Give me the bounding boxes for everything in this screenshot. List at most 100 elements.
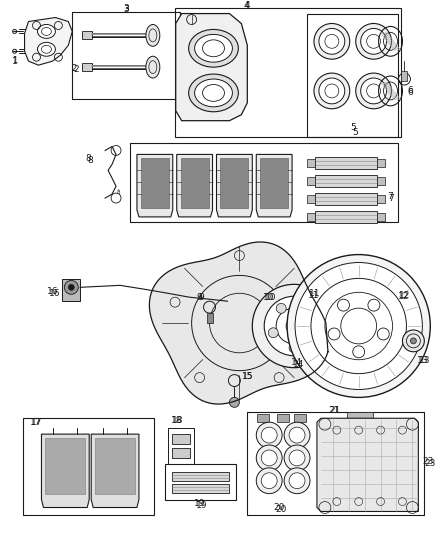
Bar [307, 13, 399, 136]
Circle shape [286, 318, 302, 334]
Circle shape [261, 450, 277, 466]
Ellipse shape [146, 25, 160, 46]
Text: 14: 14 [291, 358, 303, 367]
Circle shape [64, 280, 78, 294]
Text: 6: 6 [407, 88, 413, 98]
Text: 11: 11 [308, 291, 320, 300]
Circle shape [368, 299, 380, 311]
Text: 10: 10 [263, 293, 275, 302]
Circle shape [289, 427, 305, 443]
Circle shape [338, 299, 350, 311]
Circle shape [284, 445, 310, 471]
Ellipse shape [146, 56, 160, 78]
Text: 15: 15 [242, 372, 253, 381]
Circle shape [289, 343, 299, 353]
Bar [307, 195, 315, 203]
Bar [294, 414, 306, 422]
Circle shape [284, 422, 310, 448]
Circle shape [410, 338, 417, 344]
Circle shape [268, 328, 278, 338]
Bar [165, 464, 237, 499]
Ellipse shape [189, 74, 238, 112]
Ellipse shape [38, 42, 55, 56]
Text: 4: 4 [244, 1, 249, 10]
Bar [247, 413, 424, 515]
Bar [260, 158, 288, 208]
Bar [95, 438, 135, 494]
Text: 21: 21 [328, 406, 339, 415]
Ellipse shape [194, 79, 233, 107]
Bar [46, 438, 85, 494]
Text: 12: 12 [398, 292, 409, 301]
Text: 3: 3 [123, 4, 129, 13]
Ellipse shape [319, 78, 345, 104]
Polygon shape [216, 155, 252, 217]
Text: 21: 21 [329, 406, 340, 415]
Text: 13: 13 [419, 356, 430, 365]
Bar [315, 175, 377, 187]
Bar [207, 313, 212, 323]
Text: 15: 15 [242, 372, 253, 381]
Text: 20: 20 [273, 503, 285, 512]
Text: 1: 1 [12, 56, 18, 66]
Text: 17: 17 [30, 418, 41, 427]
Circle shape [289, 450, 305, 466]
Bar [62, 279, 80, 301]
Text: 9: 9 [197, 293, 202, 302]
Circle shape [264, 296, 324, 356]
Circle shape [256, 468, 282, 494]
Polygon shape [137, 155, 173, 217]
Ellipse shape [314, 23, 350, 59]
Bar [220, 158, 248, 208]
Polygon shape [149, 242, 328, 404]
Circle shape [256, 445, 282, 471]
Circle shape [261, 473, 277, 489]
Text: 23: 23 [424, 459, 436, 469]
Text: 1: 1 [12, 55, 17, 64]
Text: 4: 4 [244, 1, 250, 10]
Circle shape [287, 255, 430, 398]
Text: 12: 12 [399, 291, 410, 300]
Text: 20: 20 [276, 505, 287, 514]
Bar [377, 177, 385, 185]
Text: 10: 10 [265, 293, 277, 302]
Circle shape [256, 422, 282, 448]
Circle shape [230, 398, 239, 407]
Text: 5: 5 [352, 128, 357, 137]
Text: 3: 3 [123, 5, 129, 14]
Text: 19: 19 [196, 501, 207, 510]
Bar [307, 177, 315, 185]
Bar [130, 142, 399, 222]
Text: 6: 6 [407, 86, 413, 95]
Circle shape [261, 427, 277, 443]
Ellipse shape [356, 23, 392, 59]
Ellipse shape [314, 73, 350, 109]
Circle shape [295, 263, 422, 390]
Ellipse shape [360, 28, 387, 54]
Bar [172, 434, 190, 444]
Bar [72, 12, 180, 99]
Text: 7: 7 [389, 193, 394, 203]
Ellipse shape [356, 73, 392, 109]
Text: 2: 2 [72, 63, 77, 72]
Bar [257, 414, 269, 422]
Ellipse shape [319, 28, 345, 54]
Text: 18: 18 [172, 416, 184, 425]
Ellipse shape [38, 25, 55, 38]
Text: 16: 16 [49, 289, 60, 298]
Bar [315, 211, 377, 223]
Polygon shape [256, 155, 292, 217]
Circle shape [353, 346, 365, 358]
Bar [315, 157, 377, 169]
Text: 11: 11 [309, 289, 321, 298]
Bar [172, 484, 230, 492]
Text: 14: 14 [293, 360, 305, 369]
Polygon shape [91, 434, 139, 507]
Text: 18: 18 [171, 416, 183, 425]
Ellipse shape [189, 29, 238, 67]
Bar [377, 213, 385, 221]
Circle shape [289, 473, 305, 489]
Bar [172, 472, 230, 481]
Circle shape [276, 303, 286, 313]
Ellipse shape [360, 78, 387, 104]
